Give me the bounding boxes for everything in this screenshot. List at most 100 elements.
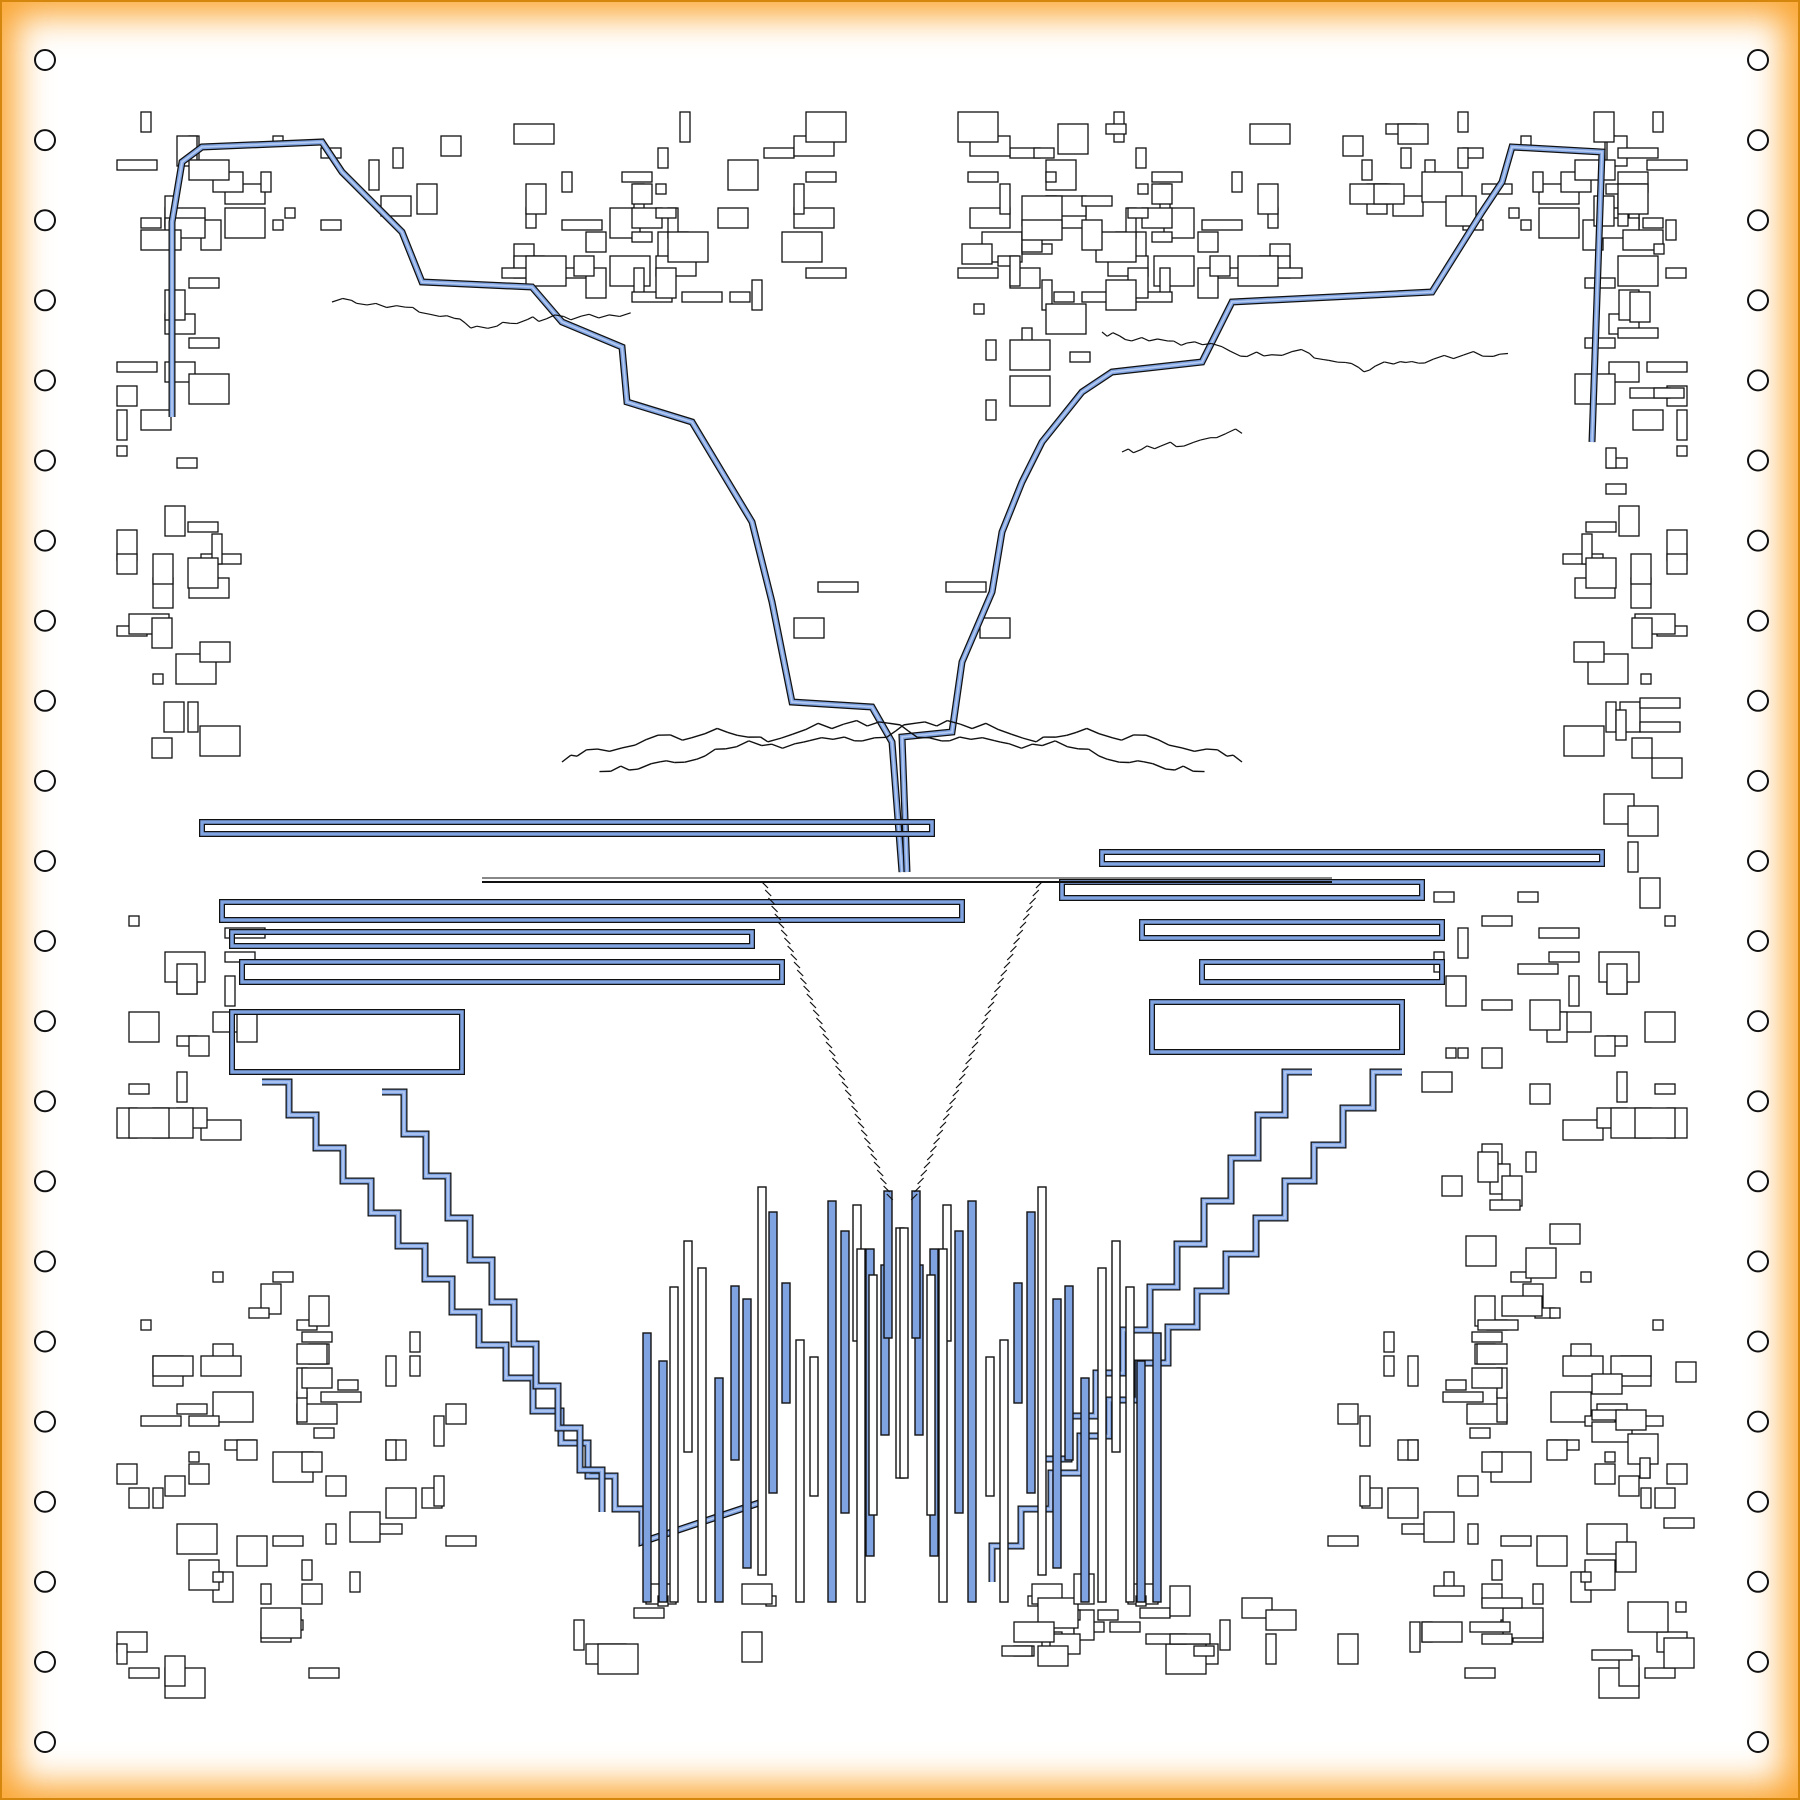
ink-detail [1020, 922, 1026, 928]
binding-hole-right [1748, 1251, 1768, 1271]
maze-band [242, 962, 782, 982]
binding-hole-right [1748, 290, 1768, 310]
ink-detail [1157, 339, 1168, 341]
maze-box [1653, 112, 1663, 132]
ink-detail [646, 735, 658, 739]
lower-left-inner [382, 1092, 602, 1512]
maze-box [1585, 338, 1615, 348]
maze-box [434, 1416, 444, 1446]
maze-box [1509, 208, 1519, 218]
ink-detail [1194, 440, 1201, 442]
maze-box [273, 1536, 303, 1546]
ink-detail [1425, 359, 1433, 363]
maze-box [1360, 1476, 1370, 1506]
maze-box [117, 386, 137, 406]
ink-detail [1271, 355, 1282, 356]
maze-box [1010, 376, 1050, 406]
maze-box [1388, 1488, 1418, 1518]
maze-box [1446, 1048, 1456, 1058]
maze-box [656, 208, 676, 218]
binding-hole-left [35, 130, 55, 150]
ink-detail [765, 890, 771, 896]
maze-box [1424, 1512, 1454, 1542]
ink-detail [638, 764, 651, 769]
ink-detail [737, 741, 749, 747]
ink-detail [871, 1154, 877, 1160]
ink-detail [985, 1010, 991, 1016]
maze-box [153, 674, 163, 684]
maze-box [574, 256, 594, 276]
ink-detail [1067, 732, 1076, 735]
ink-detail [517, 319, 528, 323]
maze-band [232, 1012, 462, 1072]
ink-detail [1183, 766, 1193, 771]
ink-detail [1014, 938, 1020, 944]
maze-box [1666, 220, 1676, 240]
ink-detail [927, 1154, 933, 1160]
ink-detail [867, 722, 879, 726]
vertical-bar [912, 1191, 920, 1338]
maze-band [1142, 922, 1442, 938]
vertical-bar [659, 1361, 667, 1602]
ink-detail [1023, 914, 1029, 920]
maze-box [1501, 1536, 1531, 1546]
ink-detail [725, 747, 737, 749]
maze-box [1654, 244, 1664, 254]
maze-box [1550, 1308, 1560, 1318]
maze-box [1343, 136, 1363, 156]
ink-detail [1169, 745, 1182, 748]
maze-box [129, 1668, 159, 1678]
maze-box [1384, 1356, 1394, 1376]
ink-detail [937, 721, 947, 726]
maze-box [1605, 1452, 1615, 1462]
binding-hole-left [35, 370, 55, 390]
binding-hole-left [35, 1732, 55, 1752]
binding-hole-left [35, 771, 55, 791]
ink-detail [589, 314, 599, 318]
ink-detail [1217, 434, 1226, 438]
vertical-bar [955, 1231, 963, 1513]
maze-box [309, 1296, 329, 1326]
maze-box [562, 172, 572, 192]
maze-box [1477, 1344, 1507, 1364]
ink-detail [571, 316, 582, 320]
binding-hole-right [1748, 210, 1768, 230]
maze-box [1606, 702, 1616, 732]
vertical-bar [796, 1340, 804, 1602]
binding-hole-left [35, 531, 55, 551]
maze-box [225, 976, 235, 1006]
ink-detail [1207, 749, 1218, 750]
maze-box [1362, 160, 1372, 180]
maze-box [1537, 1536, 1567, 1566]
maze-box [446, 1536, 476, 1546]
maze-box [1539, 208, 1579, 238]
maze-band [1152, 1002, 1402, 1052]
ink-detail [982, 1018, 988, 1024]
ink-detail [1141, 446, 1147, 450]
maze-box [410, 1356, 420, 1376]
maze-box [598, 1644, 638, 1674]
maze-box [962, 244, 992, 264]
maze-box [417, 184, 437, 214]
ink-detail [1257, 352, 1264, 356]
maze-box [326, 1524, 336, 1544]
maze-box [1194, 1646, 1214, 1656]
maze-box [1645, 1012, 1675, 1042]
maze-box [188, 702, 198, 732]
maze-box [1526, 1248, 1556, 1278]
maze-box [129, 1012, 159, 1042]
maze-box [326, 1476, 346, 1496]
maze-box [1628, 1602, 1668, 1632]
ink-detail [1021, 744, 1032, 748]
maze-box [1575, 160, 1615, 180]
ink-detail [972, 1042, 978, 1048]
vertical-bar [869, 1275, 877, 1515]
maze-box [1250, 124, 1290, 144]
ink-detail [943, 1114, 949, 1120]
ink-detail [822, 738, 833, 740]
maze-box [1586, 558, 1616, 588]
maze-box [1082, 196, 1112, 206]
binding-hole-left [35, 1332, 55, 1352]
maze-box [1338, 1634, 1358, 1664]
maze-box [1630, 292, 1650, 322]
